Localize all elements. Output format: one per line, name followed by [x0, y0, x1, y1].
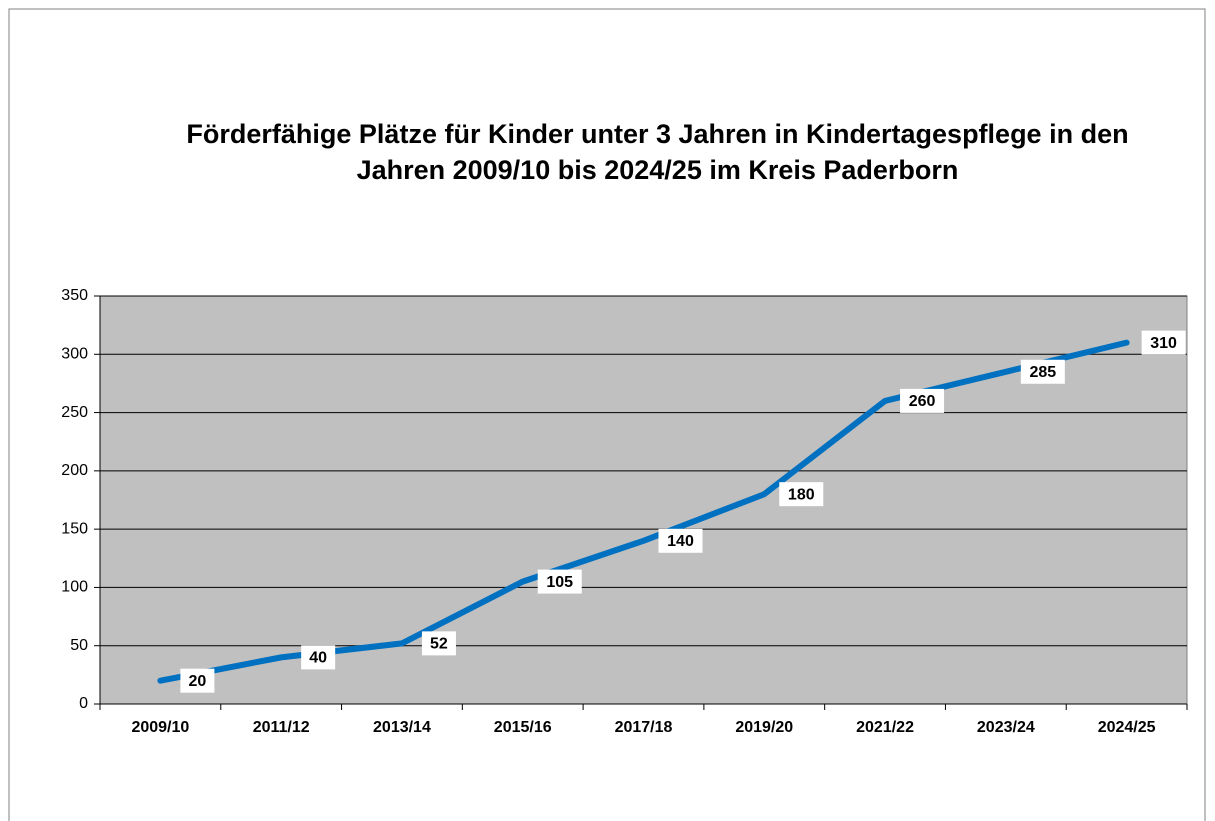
- y-tick-label: 50: [70, 637, 88, 654]
- data-label: 285: [1029, 364, 1056, 381]
- data-label: 260: [909, 393, 936, 410]
- x-tick-label: 2011/12: [253, 719, 310, 736]
- x-tick-label: 2019/20: [735, 719, 793, 736]
- data-label-box: [658, 528, 703, 553]
- data-label-box: [421, 631, 456, 656]
- x-tick-label: 2013/14: [373, 719, 431, 736]
- data-label-box: [537, 569, 582, 594]
- data-label-box: [180, 668, 215, 693]
- plot-area: [99, 295, 1188, 705]
- y-tick-label: 200: [61, 462, 88, 479]
- data-label: 52: [430, 636, 448, 653]
- data-label-box: [1020, 359, 1065, 384]
- x-tick-label: 2023/24: [977, 719, 1035, 736]
- y-tick-label: 300: [61, 346, 88, 363]
- y-tick-label: 350: [61, 287, 88, 304]
- data-label: 105: [546, 574, 573, 591]
- y-tick-label: 100: [61, 579, 88, 596]
- x-tick-label: 2017/18: [615, 719, 673, 736]
- y-tick-label: 0: [79, 695, 88, 712]
- data-label: 20: [188, 673, 206, 690]
- x-tick-label: 2015/16: [494, 719, 552, 736]
- chart-title: Förderfähige Plätze für Kinder unter 3 J…: [186, 119, 1129, 185]
- data-label: 40: [309, 650, 327, 667]
- y-tick-label: 250: [61, 404, 88, 421]
- data-label: 180: [788, 486, 815, 503]
- data-label-box: [1141, 330, 1186, 355]
- x-tick-label: 2021/22: [856, 719, 914, 736]
- data-label: 310: [1150, 335, 1177, 352]
- data-label-box: [779, 482, 824, 507]
- data-label: 140: [667, 533, 694, 550]
- x-tick-label: 2024/25: [1098, 719, 1156, 736]
- x-tick-label: 2009/10: [131, 719, 189, 736]
- data-label-box: [900, 388, 945, 413]
- y-tick-label: 150: [61, 520, 88, 537]
- data-label-box: [301, 645, 336, 670]
